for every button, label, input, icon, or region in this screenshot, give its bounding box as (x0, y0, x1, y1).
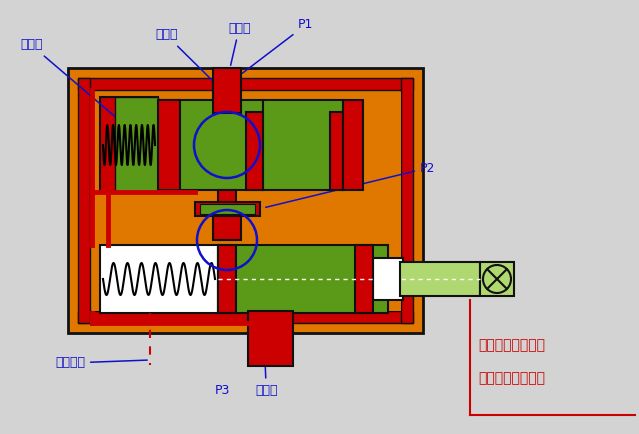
Bar (400, 262, 480, 296)
Bar (218, 245, 236, 313)
Bar (78, 78, 90, 323)
Bar (263, 100, 343, 190)
Bar (158, 100, 263, 190)
Bar (218, 245, 388, 313)
Bar (195, 202, 260, 216)
Bar (100, 245, 218, 313)
Bar (78, 78, 413, 90)
Bar (373, 258, 403, 300)
Text: 出油口: 出油口 (255, 363, 277, 397)
Text: 进油口: 进油口 (228, 22, 250, 65)
Bar (330, 112, 343, 190)
Bar (92, 92, 401, 311)
Bar (480, 262, 514, 296)
Text: 泄露油口: 泄露油口 (55, 356, 147, 369)
Bar (100, 97, 158, 192)
Text: 减压口: 减压口 (155, 29, 220, 88)
Text: 当出口压力降底时: 当出口压力降底时 (478, 338, 545, 352)
Text: 当出口压力升高时: 当出口压力升高时 (478, 371, 545, 385)
Bar (248, 311, 293, 366)
Bar (200, 204, 255, 214)
Bar (68, 68, 423, 333)
Bar (343, 100, 363, 190)
Text: P1: P1 (242, 19, 313, 73)
Text: P3: P3 (215, 384, 231, 397)
Text: 节流口: 节流口 (20, 39, 158, 153)
Bar (78, 311, 413, 323)
Bar (158, 100, 180, 190)
Bar (218, 190, 236, 240)
Bar (115, 97, 158, 192)
Bar (401, 78, 413, 323)
Bar (213, 216, 241, 240)
Text: P2: P2 (266, 161, 435, 207)
Bar (213, 68, 241, 113)
Bar (246, 112, 263, 190)
Bar (355, 245, 373, 313)
